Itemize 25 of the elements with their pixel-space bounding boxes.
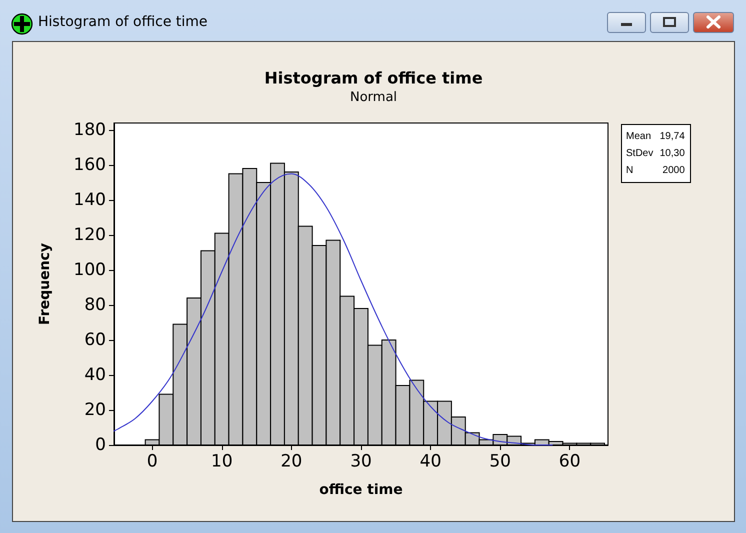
chart-title: Histogram of office time <box>264 68 483 88</box>
y-tick-label: 180 <box>74 120 106 140</box>
y-tick-label: 60 <box>84 330 106 350</box>
y-tick-label: 20 <box>84 400 106 420</box>
x-tick-label: 50 <box>489 452 511 472</box>
y-tick-label: 140 <box>74 190 106 210</box>
y-tick-label: 120 <box>74 225 106 245</box>
text: Histogram of office time <box>38 14 208 30</box>
x-tick-label: 60 <box>558 452 581 472</box>
x-tick-label: 30 <box>350 452 372 472</box>
text: Mean 19,74 <box>626 130 685 144</box>
y-tick-label: 0 <box>95 435 106 455</box>
x-tick-label: 20 <box>280 452 302 472</box>
y-tick-label: 160 <box>74 155 106 175</box>
text: N 2000 <box>626 165 685 176</box>
x-tick-label: 0 <box>146 452 158 472</box>
y-tick-label: 40 <box>84 365 106 385</box>
x-tick-label: 40 <box>420 452 442 472</box>
y-axis-title: Frequency <box>37 243 53 325</box>
y-tick-label: 80 <box>84 295 106 315</box>
text: StDev 10,30 <box>626 147 685 161</box>
y-tick-label: 100 <box>74 260 106 280</box>
x-axis-title: office time <box>319 482 403 498</box>
x-tick-label: 10 <box>211 452 233 472</box>
chart-subtitle: Normal <box>350 90 398 105</box>
